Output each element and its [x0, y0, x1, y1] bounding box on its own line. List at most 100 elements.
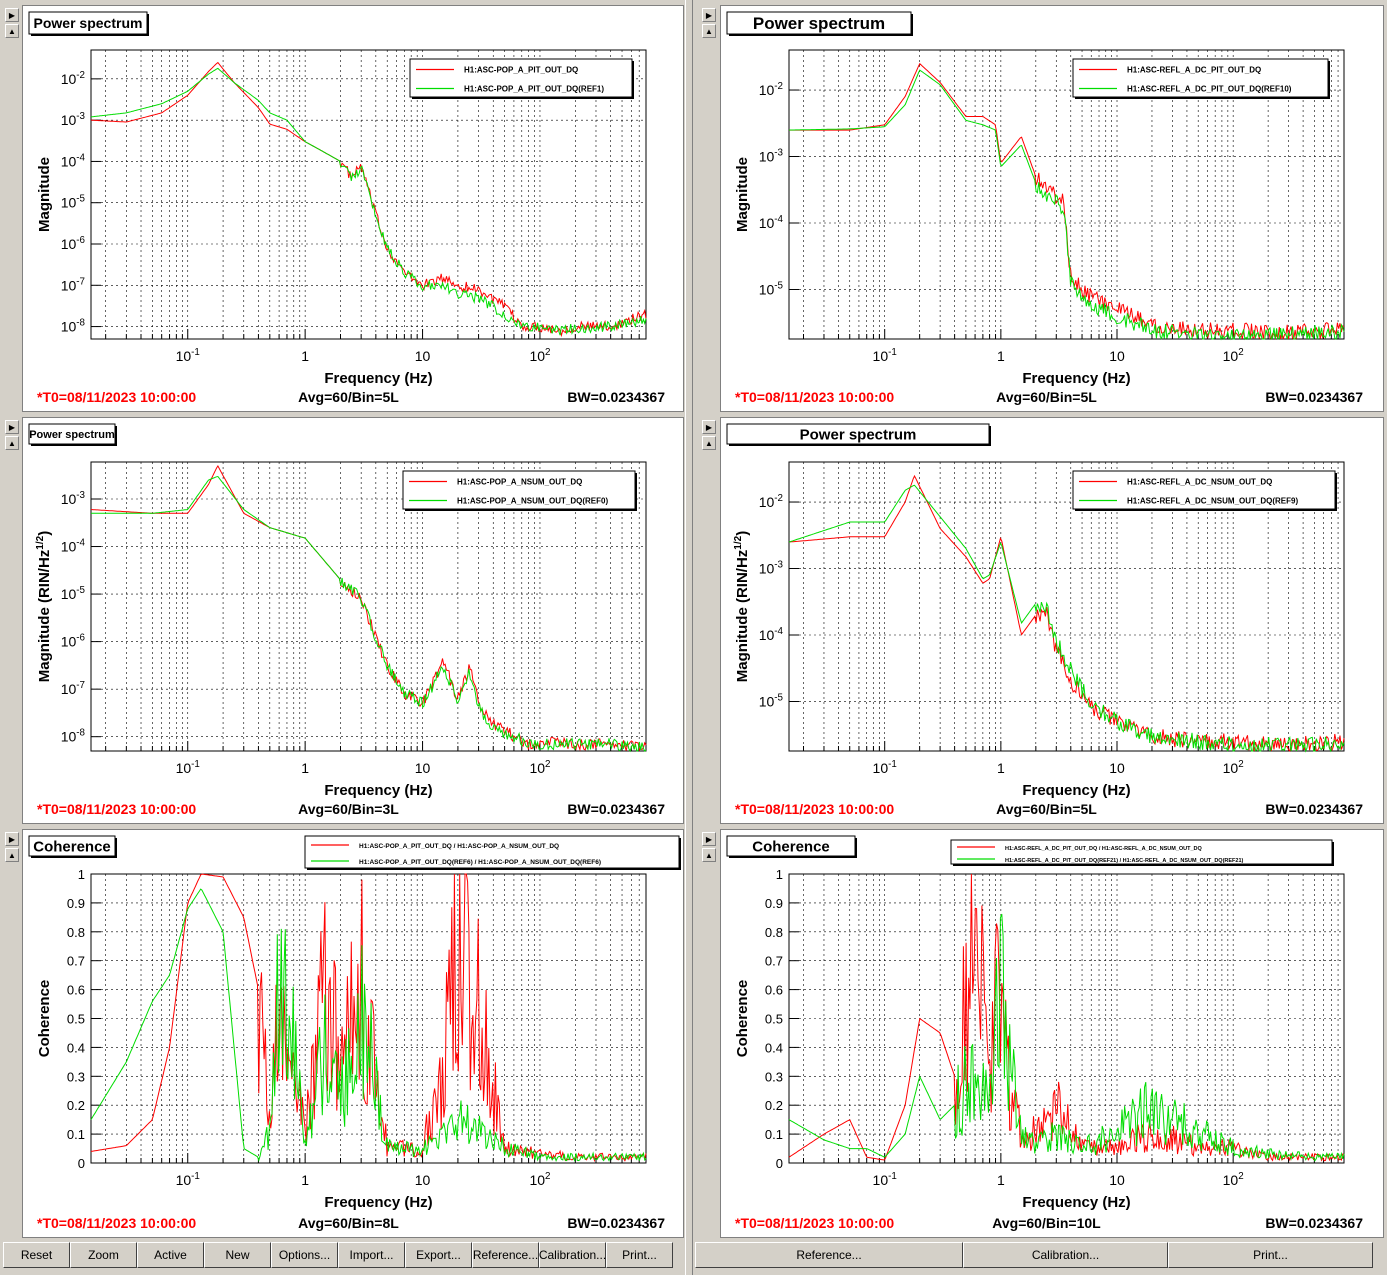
y-tick-label: 0.9 — [765, 896, 783, 911]
panel-2-down-arrow-icon[interactable]: ▲ — [702, 24, 716, 38]
y-tick-label: 0.2 — [67, 1098, 85, 1113]
footer-bw: BW=0.0234367 — [567, 389, 665, 405]
title-box — [28, 11, 148, 35]
panel-title: Coherence — [33, 838, 111, 855]
panel-4-down-arrow-icon[interactable]: ▲ — [702, 436, 716, 450]
import-button[interactable]: Import... — [338, 1242, 405, 1268]
series-line-2 — [788, 913, 1345, 1162]
legend-label: H1:ASC-REFL_A_DC_PIT_OUT_DQ — [1127, 66, 1261, 75]
x-axis-title: Frequency (Hz) — [324, 1194, 432, 1211]
plot-frame — [788, 873, 1345, 1164]
legend-label: H1:ASC-POP_A_NSUM_OUT_DQ(REF0) — [457, 497, 608, 506]
footer-t0: *T0=08/11/2023 10:00:00 — [37, 1215, 196, 1231]
x-tick-label: 102 — [1223, 1171, 1244, 1188]
footer-bw: BW=0.0234367 — [1265, 801, 1363, 817]
footer-avg: Avg=60/Bin=5L — [996, 801, 1097, 817]
panel-5-down-arrow-icon[interactable]: ▲ — [5, 848, 19, 862]
legend-box — [304, 835, 680, 869]
x-tick-label: 1 — [301, 1172, 309, 1188]
y-tick-label: 10-6 — [61, 235, 86, 252]
plot-4: 10-5 10-4 10-3 10-2 10-1 1 10 102 Frequency (Hz)… — [726, 423, 1363, 817]
panel-5-up-arrow-icon[interactable]: ▶ — [5, 832, 19, 846]
footer-avg: Avg=60/Bin=10L — [992, 1215, 1101, 1231]
y-axis-title: Coherence — [734, 980, 751, 1058]
y-axis-title: Coherence — [36, 980, 53, 1058]
panel-4: 10-5 10-4 10-3 10-2 10-1 1 10 102 Frequency (Hz)… — [720, 417, 1384, 824]
title-box — [28, 423, 116, 445]
x-tick-label: 10-1 — [176, 347, 200, 364]
left-button-bar: Reset Zoom Active New Options... Import.… — [3, 1240, 683, 1270]
panel-title: Power spectrum — [753, 14, 885, 33]
right-reference-button[interactable]: Reference... — [695, 1242, 963, 1268]
legend-label: H1:ASC-REFL_A_DC_PIT_OUT_DQ(REF10) — [1127, 85, 1292, 94]
y-tick-label: 10-7 — [61, 276, 85, 293]
reset-button[interactable]: Reset — [3, 1242, 70, 1268]
panel-title: Power spectrum — [34, 15, 143, 31]
series-line-1 — [788, 474, 1345, 752]
y-tick-label: 1 — [776, 867, 783, 882]
legend-box — [409, 58, 633, 98]
print-button[interactable]: Print... — [606, 1242, 673, 1268]
y-tick-label: 10-5 — [759, 692, 784, 709]
x-tick-label: 102 — [1223, 759, 1244, 776]
footer-t0: *T0=08/11/2023 10:00:00 — [37, 801, 196, 817]
footer-bw: BW=0.0234367 — [1265, 389, 1363, 405]
legend-box — [402, 470, 636, 510]
panel-6-up-arrow-icon[interactable]: ▶ — [702, 832, 716, 846]
y-tick-label: 10-4 — [759, 214, 784, 231]
panel-title: Power spectrum — [29, 429, 115, 441]
panel-1-up-arrow-icon[interactable]: ▶ — [5, 8, 19, 22]
export-button[interactable]: Export... — [405, 1242, 472, 1268]
y-tick-label: 10-3 — [759, 560, 784, 577]
active-button[interactable]: Active — [137, 1242, 204, 1268]
y-tick-label: 0.7 — [67, 954, 85, 969]
panel-3-up-arrow-icon[interactable]: ▶ — [5, 420, 19, 434]
y-tick-label: 0.7 — [765, 954, 783, 969]
panel-4-up-arrow-icon[interactable]: ▶ — [702, 420, 716, 434]
footer-bw: BW=0.0234367 — [1265, 1215, 1363, 1231]
y-tick-label: 0.3 — [67, 1069, 85, 1084]
series-line-2 — [90, 888, 647, 1162]
panel-6-down-arrow-icon[interactable]: ▲ — [702, 848, 716, 862]
y-tick-label: 10-5 — [759, 280, 784, 297]
options-button[interactable]: Options... — [271, 1242, 338, 1268]
footer-avg: Avg=60/Bin=5L — [298, 389, 399, 405]
y-tick-label: 0.5 — [67, 1012, 85, 1027]
pane-separator[interactable] — [685, 0, 693, 1275]
x-tick-label: 10-1 — [873, 1171, 897, 1188]
x-tick-label: 10 — [1109, 1172, 1125, 1188]
x-tick-label: 10-1 — [176, 759, 200, 776]
x-tick-label: 10-1 — [176, 1171, 200, 1188]
y-tick-label: 10-4 — [61, 152, 86, 169]
reference-button[interactable]: Reference... — [472, 1242, 539, 1268]
y-axis-title: Magnitude — [734, 157, 751, 232]
zoom-button[interactable]: Zoom — [70, 1242, 137, 1268]
panel-1-down-arrow-icon[interactable]: ▲ — [5, 24, 19, 38]
y-tick-label: 0.6 — [765, 983, 783, 998]
footer-avg: Avg=60/Bin=8L — [298, 1215, 399, 1231]
right-button-bar: Reference... Calibration... Print... — [695, 1240, 1383, 1270]
new-button[interactable]: New — [204, 1242, 271, 1268]
y-tick-label: 10-3 — [759, 148, 784, 165]
panel-2: 10-5 10-4 10-3 10-2 10-1 1 10 102 Frequency (Hz)… — [720, 5, 1384, 412]
x-tick-label: 10 — [1109, 348, 1125, 364]
plot-6: 0 0.1 0.2 0.3 0.4 0.5 0.6 0.7 0.8 0.9 1 10-1 1 10 102 F… — [726, 835, 1363, 1231]
panel-title: Coherence — [752, 838, 830, 855]
series-line-2 — [90, 67, 647, 336]
x-tick-label: 1 — [301, 760, 309, 776]
y-tick-label: 0.8 — [765, 925, 783, 940]
y-tick-label: 0.4 — [67, 1040, 85, 1055]
right-print-button[interactable]: Print... — [1168, 1242, 1373, 1268]
calibration-button[interactable]: Calibration... — [539, 1242, 606, 1268]
legend-box — [1072, 58, 1329, 98]
panel-2-up-arrow-icon[interactable]: ▶ — [702, 8, 716, 22]
y-tick-label: 10-3 — [61, 111, 86, 128]
panel-3-down-arrow-icon[interactable]: ▲ — [5, 436, 19, 450]
right-calibration-button[interactable]: Calibration... — [963, 1242, 1168, 1268]
y-tick-label: 10-8 — [61, 318, 86, 335]
x-tick-label: 102 — [1223, 347, 1244, 364]
panel-title: Power spectrum — [800, 426, 917, 443]
legend-label: H1:ASC-REFL_A_DC_NSUM_OUT_DQ — [1127, 478, 1272, 487]
footer-avg: Avg=60/Bin=5L — [996, 389, 1097, 405]
y-tick-label: 10-6 — [61, 633, 86, 650]
